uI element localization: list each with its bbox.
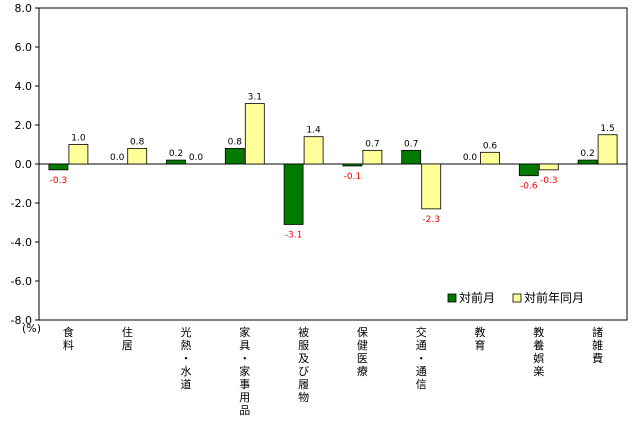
bar-mom-0 xyxy=(48,163,69,171)
label-yoy-2: 0.0 xyxy=(189,153,204,163)
bar-yoy-7 xyxy=(480,151,500,165)
label-mom-4: -3.1 xyxy=(285,230,303,240)
bar-yoy-4 xyxy=(303,136,324,165)
data-labels: -0.3 1.0 0.0 0.8 0.2 0.0 0.8 3.1 -3.1 1.4 -0.1 0.7 0… xyxy=(50,93,615,241)
legend-label-mom: 対前月 xyxy=(459,290,495,305)
label-yoy-0: 1.0 xyxy=(71,134,86,144)
label-yoy-4: 1.4 xyxy=(306,126,321,136)
y-axis: 8.0 6.0 4.0 2.0 0.0 -2.0 -4.0 -6.0 -8.0 xyxy=(11,2,39,327)
category-label-4: 被服及び履物 xyxy=(298,326,309,404)
y-tick-label: 8.0 xyxy=(15,2,33,15)
y-tick-label: 2.0 xyxy=(15,119,33,132)
category-labels: 食料 住居 光熱・水道 家具・家事用品 被服及び履物 保健医療 交通・通信 教育 教養娯楽 諸雑費 xyxy=(63,325,603,417)
y-tick-label: 4.0 xyxy=(15,80,33,93)
legend-label-yoy: 対前年同月 xyxy=(524,290,584,305)
bar-mom-4 xyxy=(283,163,304,225)
legend-swatch-mom xyxy=(447,293,457,303)
label-mom-7: 0.0 xyxy=(463,153,478,163)
category-label-3: 家具・家事用品 xyxy=(239,325,250,417)
label-mom-9: 0.2 xyxy=(580,149,594,159)
bar-yoy-6 xyxy=(421,163,442,210)
label-yoy-1: 0.8 xyxy=(130,137,145,147)
label-yoy-9: 1.5 xyxy=(600,124,614,134)
category-label-6: 交通・通信 xyxy=(416,325,427,391)
bar-yoy-9 xyxy=(597,134,618,165)
bar-mom-2 xyxy=(166,159,186,165)
y-tick-label: -6.0 xyxy=(11,275,32,288)
bar-yoy-5 xyxy=(362,149,383,165)
bars xyxy=(48,103,618,225)
unit-label: (%) xyxy=(22,322,41,335)
label-mom-2: 0.2 xyxy=(169,149,183,159)
category-label-8: 教養娯楽 xyxy=(533,326,544,378)
label-yoy-5: 0.7 xyxy=(365,139,379,149)
label-yoy-8: -0.3 xyxy=(540,176,558,186)
label-yoy-3: 3.1 xyxy=(248,93,262,103)
label-mom-8: -0.6 xyxy=(520,182,538,192)
label-mom-3: 0.8 xyxy=(228,137,243,147)
y-tick-label: 6.0 xyxy=(15,41,33,54)
category-label-1: 住居 xyxy=(122,325,133,352)
label-mom-1: 0.0 xyxy=(110,153,125,163)
bar-mom-5 xyxy=(342,163,363,167)
y-tick-label: 0.0 xyxy=(15,158,33,171)
legend: 対前月 対前年同月 xyxy=(447,290,584,305)
bar-yoy-8 xyxy=(538,163,559,171)
category-label-5: 保健医療 xyxy=(357,325,368,378)
label-mom-6: 0.7 xyxy=(404,139,418,149)
label-mom-0: -0.3 xyxy=(50,176,68,186)
category-label-9: 諸雑費 xyxy=(592,325,603,365)
category-label-0: 食料 xyxy=(63,325,74,352)
y-tick-label: -2.0 xyxy=(11,197,32,210)
bar-mom-8 xyxy=(518,163,539,177)
label-yoy-6: -2.3 xyxy=(422,215,440,225)
bar-yoy-0 xyxy=(68,144,89,165)
label-yoy-7: 0.6 xyxy=(483,141,498,151)
category-label-7: 教育 xyxy=(475,326,486,352)
bar-yoy-1 xyxy=(127,147,148,165)
bar-mom-9 xyxy=(577,159,598,165)
category-label-2: 光熱・水道 xyxy=(181,325,192,391)
bar-mom-3 xyxy=(224,147,245,165)
label-mom-5: -0.1 xyxy=(344,172,362,182)
y-tick-label: -8.0 xyxy=(11,314,32,327)
y-tick-label: -4.0 xyxy=(11,236,32,249)
bar-yoy-3 xyxy=(244,103,265,165)
bar-mom-6 xyxy=(401,149,422,165)
legend-swatch-yoy xyxy=(512,293,522,303)
